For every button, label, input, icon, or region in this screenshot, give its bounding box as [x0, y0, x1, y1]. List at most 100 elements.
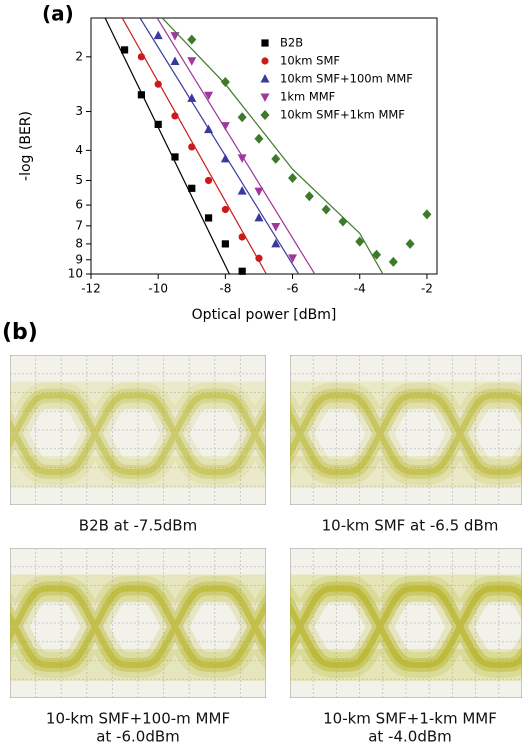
marker — [271, 153, 281, 164]
legend-entry: 10km SMF — [261, 54, 340, 68]
marker — [170, 56, 180, 65]
x-tick-label: -2 — [421, 282, 433, 296]
marker — [187, 93, 197, 102]
fit-line — [161, 18, 384, 274]
y-tick-label: 4 — [75, 143, 83, 157]
marker — [271, 222, 281, 232]
eye-caption: 10-km SMF+1-km MMF — [323, 710, 497, 728]
legend-entry: 1km MMF — [260, 90, 335, 104]
legend-label: B2B — [280, 36, 303, 50]
marker — [288, 254, 298, 263]
eye-trace — [10, 388, 266, 480]
marker — [237, 186, 247, 195]
eye-caption: B2B at -7.5dBm — [79, 517, 197, 535]
marker — [238, 233, 246, 241]
eye-trace — [10, 585, 266, 669]
panel-label: (a) — [42, 2, 74, 26]
y-tick-label: 2 — [75, 49, 83, 63]
eye-caption: at -6.0dBm — [96, 728, 180, 744]
eye-trace — [10, 392, 266, 476]
marker — [338, 216, 348, 227]
y-tick-label: 3 — [75, 104, 83, 118]
legend-entry: B2B — [261, 36, 303, 50]
marker — [254, 133, 264, 144]
marker — [171, 153, 179, 161]
fit-line — [104, 18, 230, 274]
eye-diagram — [10, 548, 266, 698]
marker — [220, 122, 230, 131]
marker — [238, 267, 246, 275]
fit-line — [156, 18, 316, 274]
eye-caption: at -4.0dBm — [368, 728, 452, 744]
y-tick-label: 8 — [75, 236, 83, 250]
marker — [405, 238, 415, 249]
marker — [187, 57, 197, 66]
marker — [304, 191, 314, 202]
panel-label: (b) — [2, 320, 38, 345]
marker — [170, 32, 180, 41]
marker — [154, 80, 162, 88]
fit-line — [139, 18, 300, 274]
rail-glow — [10, 381, 266, 410]
x-tick-label: -6 — [287, 282, 299, 296]
marker — [220, 76, 230, 87]
marker — [355, 236, 365, 247]
marker — [204, 214, 213, 222]
y-tick-label: 10 — [68, 267, 83, 281]
marker — [255, 254, 263, 262]
marker — [137, 91, 145, 99]
x-tick-label: -10 — [148, 282, 168, 296]
marker — [171, 112, 179, 120]
marker — [261, 39, 269, 47]
legend-entry: 10km SMF+1km MMF — [260, 108, 405, 122]
x-tick-label: -4 — [354, 282, 366, 296]
eye-diagram — [290, 355, 522, 505]
eye-diagram — [10, 355, 266, 505]
marker — [220, 153, 230, 163]
eye-trace — [290, 392, 522, 476]
marker — [260, 110, 270, 120]
eye-trace — [290, 585, 522, 669]
marker — [137, 53, 145, 61]
eye-diagram — [290, 548, 522, 698]
legend-label: 1km MMF — [280, 90, 335, 104]
marker — [237, 154, 247, 163]
x-tick-label: -12 — [81, 282, 101, 296]
marker — [254, 212, 264, 222]
y-tick-label: 7 — [75, 218, 83, 232]
y-tick-label: 9 — [75, 252, 83, 266]
marker — [260, 74, 270, 83]
y-axis-label: -log (BER) — [18, 111, 34, 181]
legend-label: 10km SMF — [280, 54, 340, 68]
marker — [153, 30, 163, 40]
marker — [204, 91, 214, 101]
marker — [221, 205, 229, 214]
y-tick-label: 6 — [75, 198, 83, 212]
marker — [261, 57, 269, 65]
x-axis-label: Optical power [dBm] — [192, 307, 337, 323]
x-tick-label: -8 — [219, 282, 231, 296]
marker — [372, 249, 382, 260]
marker — [260, 93, 270, 102]
legend-entry: 10km SMF+100m MMF — [260, 72, 413, 86]
marker — [188, 143, 196, 151]
eye-trace — [10, 382, 266, 486]
marker — [422, 209, 432, 220]
marker — [321, 204, 331, 215]
marker — [154, 120, 162, 128]
marker — [237, 112, 247, 123]
marker — [288, 173, 298, 184]
plot-frame — [90, 17, 438, 275]
marker — [120, 46, 129, 54]
eye-caption: 10-km SMF at -6.5 dBm — [322, 517, 499, 535]
legend-label: 10km SMF+100m MMF — [280, 72, 413, 86]
marker — [204, 124, 214, 134]
marker — [271, 238, 281, 248]
marker — [188, 184, 196, 192]
rail-glow — [10, 456, 266, 488]
marker — [388, 256, 398, 267]
legend-label: 10km SMF+1km MMF — [280, 108, 405, 122]
marker — [221, 240, 229, 248]
